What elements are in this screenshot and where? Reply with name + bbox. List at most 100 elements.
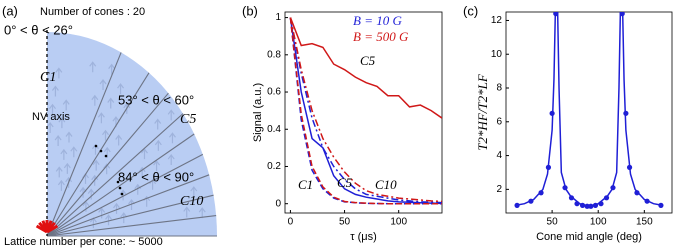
series-line (289, 17, 442, 204)
annotation: C5 (360, 53, 376, 68)
spin-arrow (63, 162, 71, 174)
spin-arrow (153, 160, 161, 172)
plot-frame (505, 11, 673, 214)
spin-arrow (54, 135, 62, 147)
title: Number of cones : 20 (40, 6, 145, 18)
cone-boundary (46, 133, 195, 237)
point (658, 202, 664, 208)
cone-boundary (46, 174, 210, 237)
point (562, 185, 568, 191)
annotation: 0° < θ < 26° (4, 22, 73, 37)
spin-arrow (154, 118, 162, 130)
series-line (515, 12, 663, 208)
annotation: C10 (180, 194, 203, 209)
point (549, 110, 555, 116)
y-tick-label: 1 (275, 12, 281, 23)
point (528, 198, 534, 204)
spin-arrow (46, 121, 54, 133)
point (592, 202, 599, 208)
spin-arrow (190, 186, 198, 198)
spin-arrow (92, 143, 99, 155)
annotation: C5 (180, 112, 196, 127)
spin-arrow (167, 154, 175, 166)
x-tick-label: 100 (590, 217, 607, 228)
point (584, 203, 590, 209)
series-line (289, 17, 442, 203)
spin-arrow (87, 188, 95, 200)
panel-label: (b) (242, 3, 258, 18)
panel-a: (a) Number of cones : 20 0° < θ < 26° C1 NV … (2, 3, 217, 248)
spin-arrow (115, 134, 123, 146)
spin-arrow (154, 139, 162, 151)
spin-arrow (117, 83, 125, 95)
point (634, 190, 640, 196)
y-axis-label: T2*HF/T2*LF (475, 73, 490, 151)
y-tick-label: 12 (491, 15, 503, 26)
dot (94, 144, 98, 148)
y-tick-label: 0.6 (267, 87, 281, 98)
annotation: NV axis (32, 111, 70, 123)
cone-region (47, 32, 217, 236)
series-line (289, 17, 442, 205)
panel-c: 50 100 150 2 4 6 8 10 12 (c) Cone mid angle (deg) T… (463, 3, 673, 243)
legend-entry: B = 10 G (353, 13, 402, 28)
spin-arrow (103, 163, 111, 175)
spin-arrow (62, 99, 70, 111)
point (610, 185, 616, 191)
panel-label: (c) (463, 3, 478, 18)
dot (104, 154, 108, 158)
point (579, 202, 586, 208)
spin-arrow (168, 132, 176, 144)
spin-arrow (51, 85, 59, 97)
point (545, 164, 552, 170)
spin-arrow (183, 206, 191, 218)
point (619, 12, 625, 17)
y-tick-label: 2 (496, 184, 502, 195)
annotation: 84° < θ < 90° (118, 169, 194, 184)
cone-boundary (46, 194, 214, 237)
footer: Lattice number per cone: ~ 5000 (4, 236, 163, 248)
y-tick-label: 6 (496, 116, 502, 127)
annotation: C1 (40, 70, 56, 85)
dot (120, 192, 124, 196)
cone-boundary (46, 215, 217, 237)
legend-entry: B = 500 G (353, 29, 409, 44)
x-axis-label: τ (μs) (350, 231, 377, 243)
spin-arrow (102, 129, 109, 141)
point (568, 195, 575, 201)
spin-arrow (91, 94, 99, 106)
series-line (289, 17, 442, 119)
panel-b: 0 50 100 0 0.2 0.4 0.6 0.8 1 (b) τ (μs) Signal (a.u… (242, 3, 443, 243)
spin-arrow (198, 207, 206, 219)
spin-arrow (92, 159, 100, 171)
spin-arrow (82, 200, 90, 212)
y-tick-label: 0.8 (267, 49, 281, 60)
spin-arrow (91, 174, 99, 186)
dot (99, 149, 103, 153)
point (598, 201, 604, 207)
spin-arrow (49, 103, 56, 115)
spin-arrow (99, 79, 107, 91)
spin-arrow (108, 63, 116, 75)
cone-boundary (46, 72, 150, 237)
point (588, 203, 594, 209)
point (538, 190, 544, 196)
panel-label: (a) (2, 3, 18, 18)
x-tick-label: 150 (636, 217, 653, 228)
y-tick-label: 0.4 (267, 124, 281, 135)
y-axis-label: Signal (a.u.) (252, 83, 264, 142)
y-tick-label: 10 (491, 49, 503, 60)
dot (116, 180, 120, 184)
annotation: C1 (298, 177, 313, 192)
spin-arrow (55, 166, 63, 178)
dot (118, 186, 122, 190)
x-tick-label: 0 (288, 217, 294, 228)
spin-arrow (58, 117, 66, 129)
plot-area (514, 12, 664, 209)
cone-boundary (46, 113, 184, 237)
spin-arrow (167, 109, 175, 121)
point (514, 202, 520, 208)
spin-arrow (120, 212, 128, 224)
spin-arrow (57, 179, 65, 191)
